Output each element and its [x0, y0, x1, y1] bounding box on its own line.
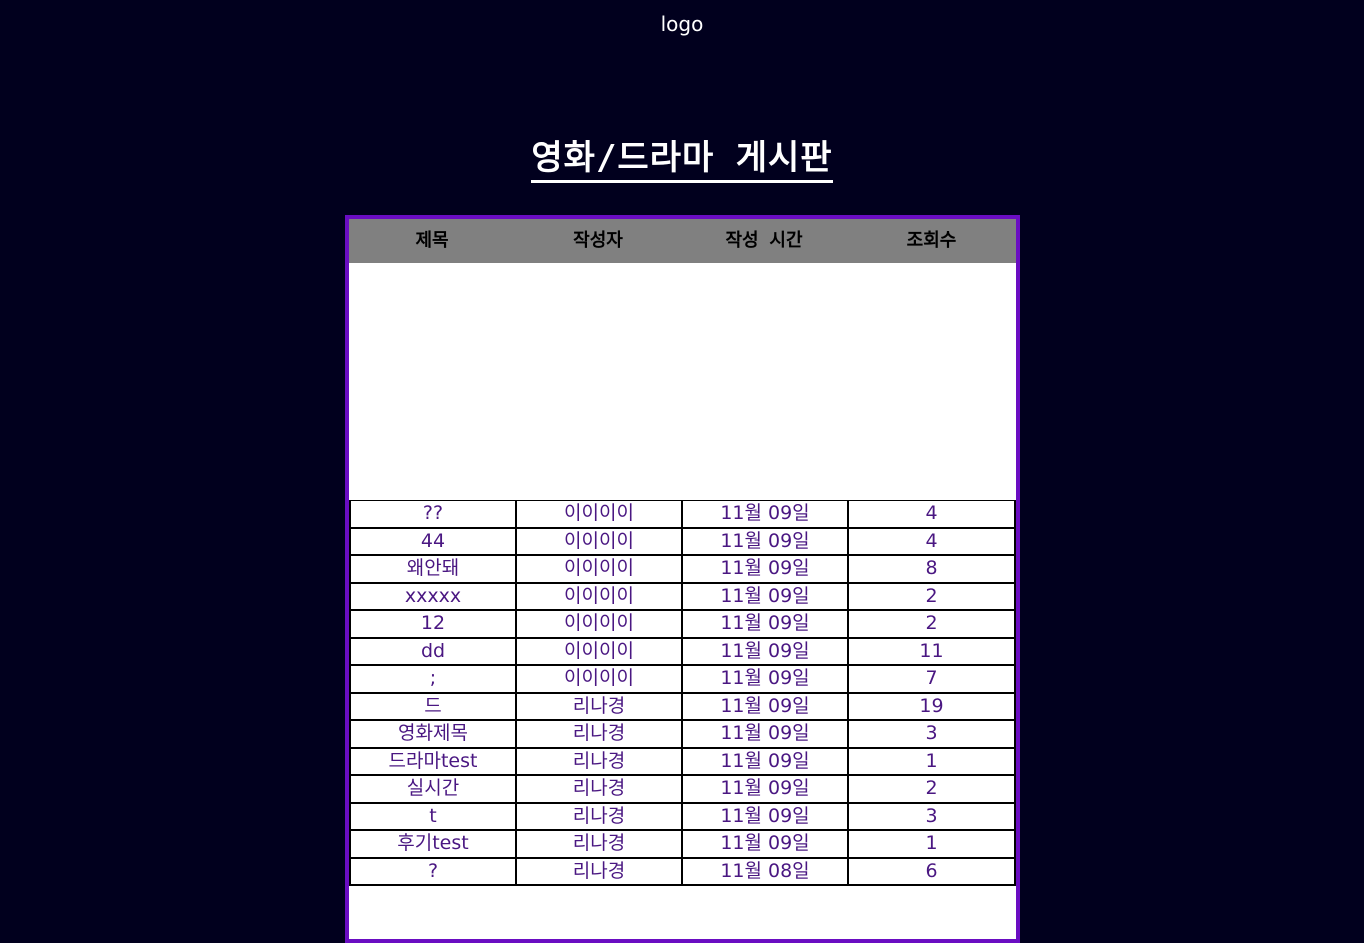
post-title-cell[interactable]: ;	[349, 664, 517, 694]
column-header-title: 제목	[415, 230, 449, 251]
column-header-time: 작성 시간	[725, 230, 803, 251]
post-list: ?? 이이이이 11월 09일 4 44 이이이이 11월 09일 4 왜안돼 이이이이 11월 0…	[349, 500, 1016, 886]
post-title-cell[interactable]: 드라마test	[349, 746, 517, 776]
post-author-cell: 이이이이	[515, 500, 683, 529]
post-author-cell: 이이이이	[515, 581, 683, 611]
post-time-cell: 11월 09일	[681, 691, 849, 721]
post-time-cell: 11월 09일	[681, 554, 849, 584]
post-author-cell: 리나경	[515, 774, 683, 804]
post-author-cell: 리나경	[515, 829, 683, 859]
post-views-cell: 7	[847, 664, 1016, 694]
post-author-cell: 이이이이	[515, 526, 683, 556]
page-title: 영화/드라마 게시판	[531, 138, 833, 183]
table-header: 제목 작성자 작성 시간 조회수	[349, 219, 1016, 263]
post-author-cell: 리나경	[515, 691, 683, 721]
post-author-cell: 이이이이	[515, 609, 683, 639]
post-time-cell: 11월 09일	[681, 581, 849, 611]
table-row[interactable]: 드라마test 리나경 11월 09일 1	[349, 746, 1016, 776]
table-row[interactable]: 영화제목 리나경 11월 09일 3	[349, 719, 1016, 749]
post-time-cell: 11월 09일	[681, 719, 849, 749]
table-row[interactable]: 후기test 리나경 11월 09일 1	[349, 829, 1016, 859]
table-row[interactable]: ? 리나경 11월 08일 6	[349, 856, 1016, 886]
column-header-author: 작성자	[573, 230, 623, 251]
post-title-cell[interactable]: ?	[349, 856, 517, 886]
post-author-cell: 리나경	[515, 801, 683, 831]
table-row[interactable]: xxxxx 이이이이 11월 09일 2	[349, 581, 1016, 611]
post-time-cell: 11월 09일	[681, 636, 849, 666]
post-title-cell[interactable]: dd	[349, 636, 517, 666]
table-row[interactable]: 왜안돼 이이이이 11월 09일 8	[349, 554, 1016, 584]
post-time-cell: 11월 09일	[681, 829, 849, 859]
post-title-cell[interactable]: t	[349, 801, 517, 831]
post-author-cell: 리나경	[515, 719, 683, 749]
empty-area	[349, 263, 1016, 500]
post-time-cell: 11월 09일	[681, 801, 849, 831]
post-views-cell: 2	[847, 609, 1016, 639]
post-title-cell[interactable]: ??	[349, 500, 517, 529]
post-time-cell: 11월 09일	[681, 609, 849, 639]
post-time-cell: 11월 08일	[681, 856, 849, 886]
post-views-cell: 1	[847, 746, 1016, 776]
post-views-cell: 19	[847, 691, 1016, 721]
post-views-cell: 2	[847, 581, 1016, 611]
table-row[interactable]: dd 이이이이 11월 09일 11	[349, 636, 1016, 666]
post-author-cell: 이이이이	[515, 554, 683, 584]
site-logo[interactable]: logo	[660, 12, 704, 36]
post-views-cell: 3	[847, 801, 1016, 831]
post-time-cell: 11월 09일	[681, 664, 849, 694]
post-time-cell: 11월 09일	[681, 774, 849, 804]
post-title-cell[interactable]: 12	[349, 609, 517, 639]
post-author-cell: 이이이이	[515, 636, 683, 666]
post-views-cell: 3	[847, 719, 1016, 749]
column-header-views: 조회수	[906, 230, 957, 251]
table-row[interactable]: 12 이이이이 11월 09일 2	[349, 609, 1016, 639]
post-views-cell: 2	[847, 774, 1016, 804]
post-views-cell: 8	[847, 554, 1016, 584]
table-row[interactable]: ?? 이이이이 11월 09일 4	[349, 500, 1016, 529]
table-row[interactable]: 드 리나경 11월 09일 19	[349, 691, 1016, 721]
post-time-cell: 11월 09일	[681, 746, 849, 776]
post-author-cell: 리나경	[515, 856, 683, 886]
post-views-cell: 1	[847, 829, 1016, 859]
table-row[interactable]: ; 이이이이 11월 09일 7	[349, 664, 1016, 694]
board-title-wrap: 영화/드라마 게시판	[0, 138, 1364, 183]
post-title-cell[interactable]: 실시간	[349, 774, 517, 804]
table-row[interactable]: t 리나경 11월 09일 3	[349, 801, 1016, 831]
post-title-cell[interactable]: 영화제목	[349, 719, 517, 749]
post-views-cell: 11	[847, 636, 1016, 666]
board-table: 제목 작성자 작성 시간 조회수 ?? 이이이이 11월 09일 4 44 이이이이 11월…	[345, 215, 1020, 943]
table-row[interactable]: 실시간 리나경 11월 09일 2	[349, 774, 1016, 804]
table-row[interactable]: 44 이이이이 11월 09일 4	[349, 526, 1016, 556]
post-views-cell: 6	[847, 856, 1016, 886]
post-author-cell: 이이이이	[515, 664, 683, 694]
post-title-cell[interactable]: 드	[349, 691, 517, 721]
post-title-cell[interactable]: 후기test	[349, 829, 517, 859]
post-author-cell: 리나경	[515, 746, 683, 776]
post-views-cell: 4	[847, 526, 1016, 556]
post-title-cell[interactable]: 왜안돼	[349, 554, 517, 584]
post-views-cell: 4	[847, 500, 1016, 529]
post-time-cell: 11월 09일	[681, 526, 849, 556]
post-title-cell[interactable]: 44	[349, 526, 517, 556]
post-title-cell[interactable]: xxxxx	[349, 581, 517, 611]
post-time-cell: 11월 09일	[681, 500, 849, 529]
